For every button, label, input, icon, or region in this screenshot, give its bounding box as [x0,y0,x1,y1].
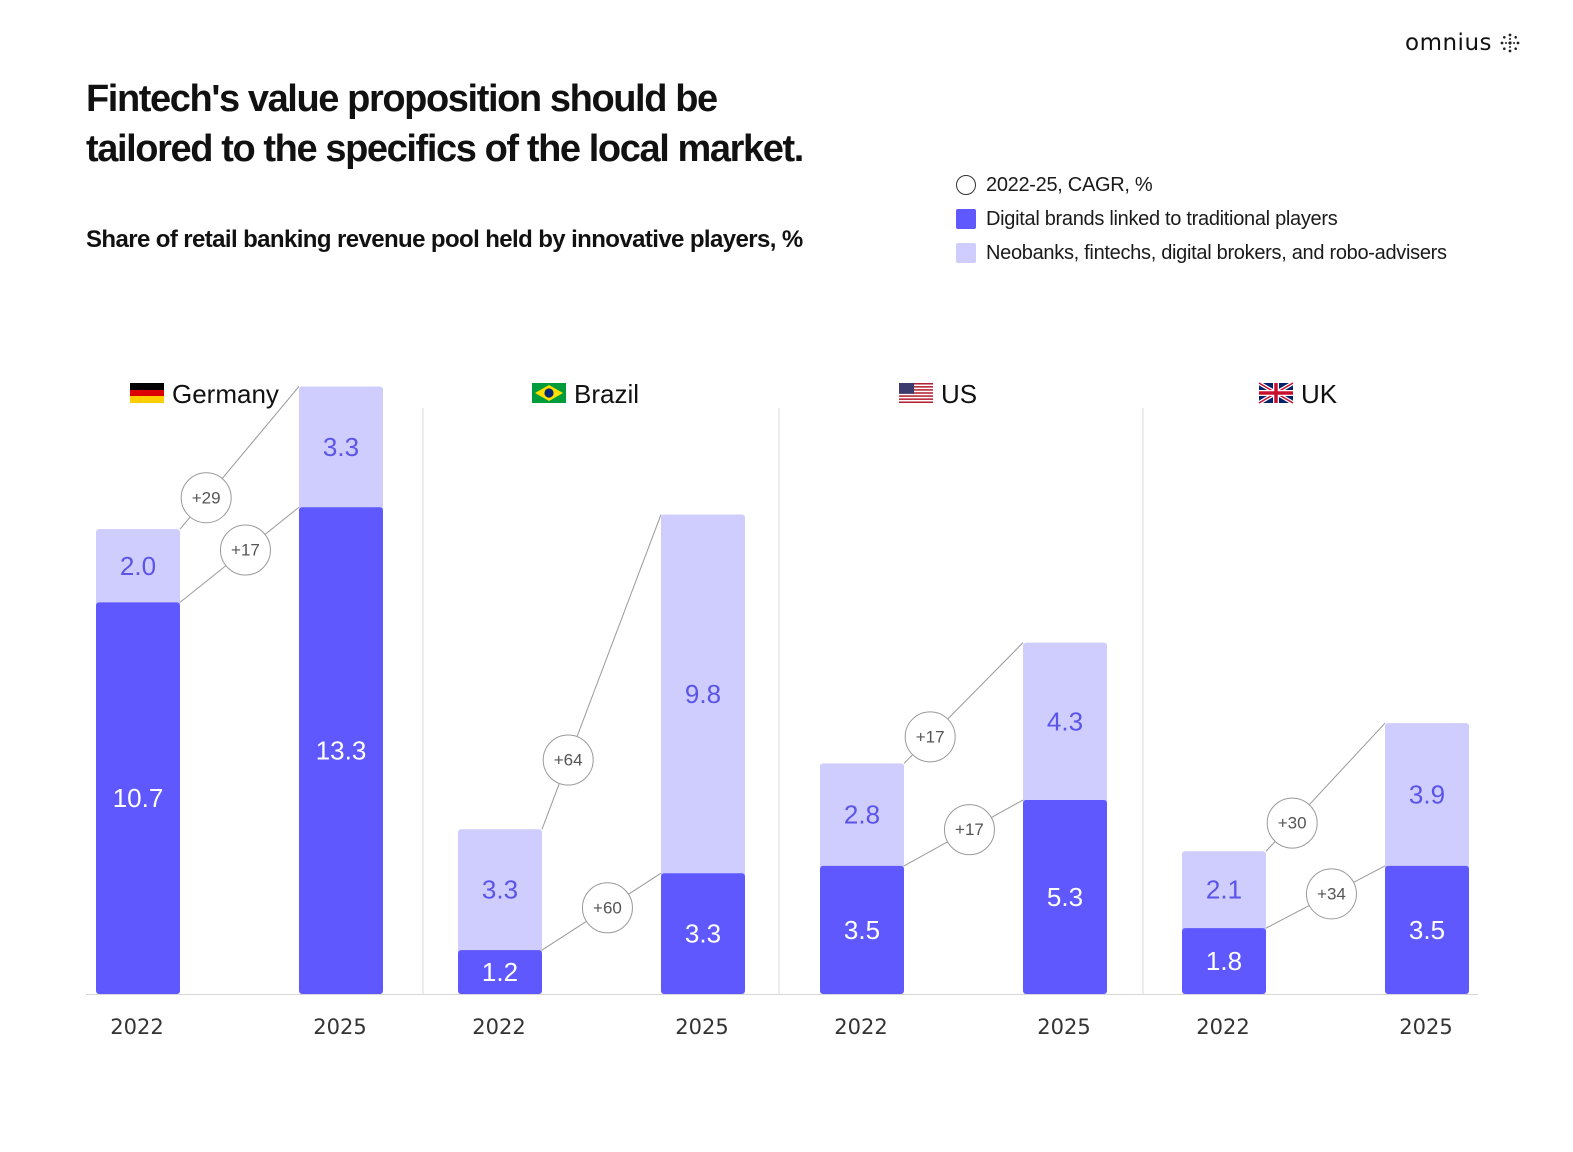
bar-neo-brazil-2022 [458,829,542,955]
value-label-neo-uk-2022: 2.1 [1206,875,1242,905]
legend-label-digital: Digital brands linked to traditional pla… [986,207,1338,230]
brand-logo: omnius [1405,30,1522,56]
cagr-label-neo-germany: +29 [192,488,221,507]
country-label-uk: UK [1301,379,1338,409]
year-label-germany-2025: 2025 [313,1015,366,1039]
year-label-brazil-2025: 2025 [675,1015,728,1039]
country-label-germany: Germany [172,379,279,409]
chart-title: Share of retail banking revenue pool hel… [86,226,803,253]
value-label-digital-germany-2025: 13.3 [316,736,367,766]
legend-label-neo: Neobanks, fintechs, digital brokers, and… [986,241,1447,264]
bar-neo-uk-2022 [1182,851,1266,933]
bar-digital-us-2025 [1023,800,1107,994]
bar-neo-uk-2025 [1385,723,1469,870]
bar-digital-germany-2022 [96,602,180,994]
cagr-label-neo-brazil: +64 [554,751,583,770]
page-title-line-2: tailored to the specifics of the local m… [86,128,804,170]
cagr-circle-digital-us [943,804,995,856]
value-label-digital-uk-2025: 3.5 [1409,915,1445,945]
cagr-label-digital-brazil: +60 [593,898,622,917]
legend-item-cagr: 2022-25, CAGR, % [956,168,1447,202]
bar-digital-brazil-2025 [661,873,745,994]
cagr-circle-neo-uk [1266,797,1318,849]
bar-digital-uk-2025 [1385,865,1469,994]
year-label-uk-2025: 2025 [1399,1015,1452,1039]
flag-germany-icon [130,383,164,403]
cagr-circle-digital-brazil [581,882,633,934]
value-label-digital-brazil-2022: 1.2 [482,957,518,987]
legend-label-cagr: 2022-25, CAGR, % [986,173,1153,196]
flag-us-icon [899,383,933,403]
legend-item-neo: Neobanks, fintechs, digital brokers, and… [956,236,1447,270]
cagr-label-digital-us: +17 [955,820,984,839]
legend-circle-icon [956,175,976,195]
country-label-us: US [941,379,977,409]
value-label-neo-brazil-2025: 9.8 [685,679,721,709]
cagr-label-neo-us: +17 [916,727,945,746]
value-label-digital-uk-2022: 1.8 [1206,946,1242,976]
flag-uk-icon [1257,381,1295,405]
bar-digital-uk-2022 [1182,928,1266,994]
cagr-circle-digital-uk [1305,868,1357,920]
year-label-us-2025: 2025 [1037,1015,1090,1039]
legend-swatch-digital [956,209,976,229]
logo-dots-icon [1500,33,1520,53]
value-label-digital-us-2025: 5.3 [1047,882,1083,912]
year-label-brazil-2022: 2022 [472,1015,525,1039]
cagr-label-digital-germany: +17 [231,541,260,560]
value-label-digital-us-2022: 3.5 [844,915,880,945]
value-label-neo-germany-2025: 3.3 [323,432,359,462]
legend-swatch-neo [956,243,976,263]
value-label-neo-brazil-2022: 3.3 [482,875,518,905]
value-label-digital-brazil-2025: 3.3 [685,919,721,949]
bar-digital-us-2022 [820,865,904,994]
chart-legend: 2022-25, CAGR, % Digital brands linked t… [956,168,1447,270]
bar-neo-germany-2022 [96,529,180,607]
bar-neo-brazil-2025 [661,514,745,878]
bar-neo-us-2025 [1023,642,1107,805]
value-label-digital-germany-2022: 10.7 [113,783,164,813]
bar-neo-us-2022 [820,763,904,870]
value-label-neo-uk-2025: 3.9 [1409,780,1445,810]
cagr-circle-neo-brazil [542,734,594,786]
cagr-label-digital-uk: +34 [1317,884,1346,903]
cagr-circle-neo-us [904,711,956,763]
cagr-label-neo-uk: +30 [1278,814,1307,833]
bar-neo-germany-2025 [299,386,383,512]
year-label-uk-2022: 2022 [1196,1015,1249,1039]
logo-text: omnius [1405,30,1493,56]
cagr-circle-digital-germany [219,524,271,576]
bar-digital-brazil-2022 [458,950,542,994]
page-title: Fintech's value proposition should be ta… [86,74,846,174]
value-label-neo-us-2025: 4.3 [1047,706,1083,736]
year-label-us-2022: 2022 [834,1015,887,1039]
bar-digital-germany-2025 [299,507,383,994]
flag-brazil-icon [532,383,566,403]
cagr-circle-neo-germany [180,472,232,524]
value-label-neo-us-2022: 2.8 [844,800,880,830]
year-label-germany-2022: 2022 [110,1015,163,1039]
value-label-neo-germany-2022: 2.0 [120,551,156,581]
legend-item-digital: Digital brands linked to traditional pla… [956,202,1447,236]
page-title-line-1: Fintech's value proposition should be [86,78,718,120]
country-label-brazil: Brazil [574,379,639,409]
